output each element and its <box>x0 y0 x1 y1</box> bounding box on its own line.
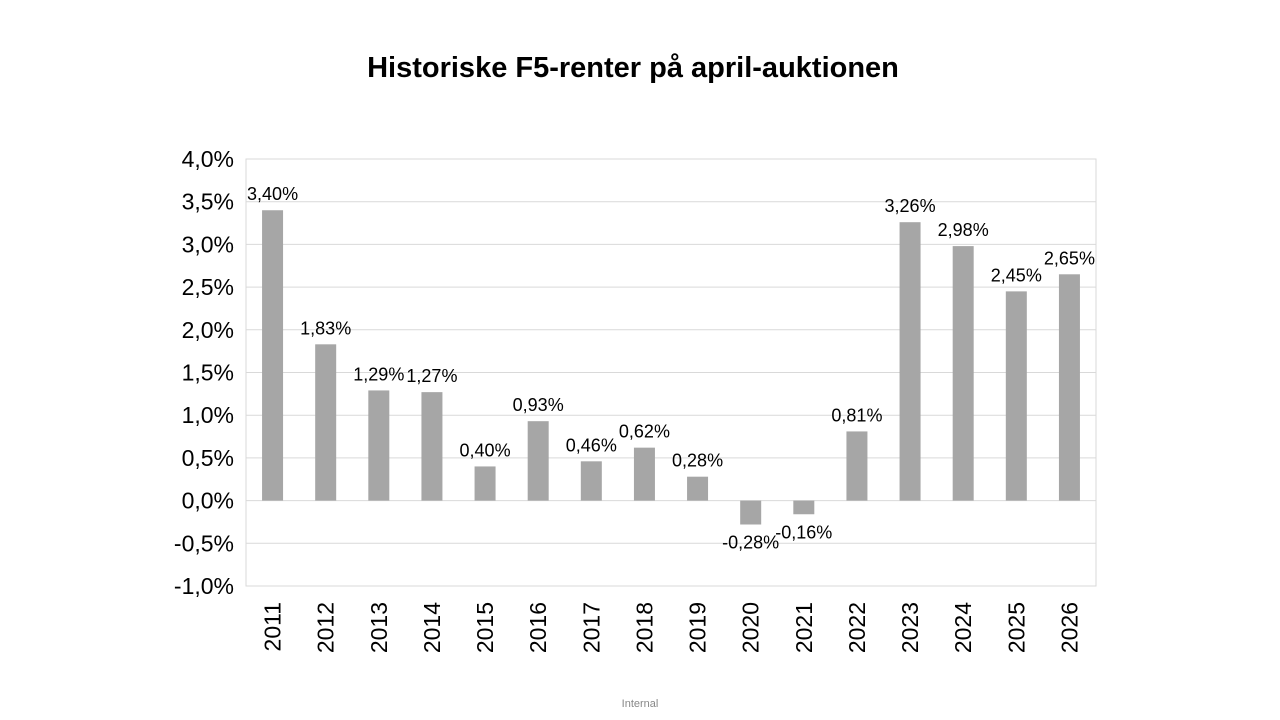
x-tick-label: 2022 <box>844 602 870 653</box>
data-label: 2,65% <box>1044 248 1095 268</box>
y-tick-label: 2,0% <box>182 317 234 343</box>
x-tick-label: 2011 <box>260 602 286 651</box>
x-tick-label: 2023 <box>897 602 923 653</box>
x-tick-label: 2017 <box>578 602 604 653</box>
y-tick-label: 1,5% <box>182 360 234 386</box>
y-tick-label: -0,5% <box>174 530 234 556</box>
y-tick-label: 3,5% <box>182 189 234 215</box>
x-tick-label: 2020 <box>738 602 764 653</box>
y-tick-label: 0,0% <box>182 488 234 514</box>
x-tick-label: 2013 <box>366 602 392 653</box>
bar <box>474 466 496 501</box>
x-tick-label: 2021 <box>791 602 817 653</box>
bar <box>633 447 655 501</box>
x-tick-label: 2015 <box>472 602 498 653</box>
bar <box>527 421 549 501</box>
data-label: 3,40% <box>247 184 298 204</box>
x-tick-label: 2016 <box>525 602 551 653</box>
bar <box>315 344 337 501</box>
y-tick-label: 1,0% <box>182 402 234 428</box>
data-label: -0,28% <box>722 533 779 553</box>
bar <box>262 210 284 501</box>
bars <box>262 210 1080 525</box>
gridlines <box>245 158 1097 587</box>
data-label: 0,40% <box>460 440 511 460</box>
x-tick-label: 2014 <box>419 602 445 653</box>
data-label: 0,62% <box>619 422 670 442</box>
data-label: 0,81% <box>831 405 882 425</box>
data-label: 1,83% <box>300 318 351 338</box>
x-tick-label: 2026 <box>1056 602 1082 653</box>
data-label: 1,29% <box>353 364 404 384</box>
footer-label: Internal <box>621 698 659 710</box>
y-tick-label: 4,0% <box>182 146 234 172</box>
x-tick-label: 2019 <box>685 602 711 653</box>
bar-chart: 3,40% 1,83% 1,29% 1,27% 0,40% 0,93%0,46%0,62%… <box>174 146 1097 653</box>
data-label: 0,93% <box>513 395 564 415</box>
bar <box>1058 274 1080 501</box>
y-axis-ticks: -1,0% -0,5% 0,0% 0,5% 1,0% 1,5% 2,0% 2,5% 3,0% 3,… <box>174 146 234 599</box>
data-label: 3,26% <box>885 196 936 216</box>
x-tick-label: 2024 <box>950 602 976 653</box>
data-labels: 3,40% 1,83% 1,29% 1,27% 0,40% 0,93%0,46%0,62%… <box>247 184 1095 552</box>
y-tick-label: 2,5% <box>182 274 234 300</box>
data-label: -0,16% <box>775 522 832 542</box>
x-tick-label: 2018 <box>631 602 657 653</box>
bar <box>421 392 443 501</box>
data-label: 0,46% <box>566 435 617 455</box>
x-tick-label: 2012 <box>313 602 339 653</box>
bar <box>368 390 390 501</box>
bar <box>952 246 974 501</box>
y-tick-label: 0,5% <box>182 445 234 471</box>
data-label: 1,27% <box>406 366 457 386</box>
chart-title: Historiske F5-renter på april-auktionen <box>367 52 899 84</box>
y-tick-label: -1,0% <box>174 573 234 599</box>
bar <box>846 431 868 501</box>
bar <box>580 461 602 501</box>
bar <box>1005 291 1027 501</box>
bar <box>687 476 709 501</box>
bar <box>740 500 762 525</box>
plot-border <box>245 158 1097 587</box>
x-tick-label: 2025 <box>1003 602 1029 653</box>
data-label: 2,45% <box>991 265 1042 285</box>
data-label: 2,98% <box>938 220 989 240</box>
data-label: 0,28% <box>672 451 723 471</box>
bar <box>899 222 921 501</box>
x-axis-ticks: 2011 2012 2013 2014 2015 2016 2017 2018 2019 2020… <box>260 602 1083 653</box>
y-tick-label: 3,0% <box>182 231 234 257</box>
bar <box>793 500 815 515</box>
